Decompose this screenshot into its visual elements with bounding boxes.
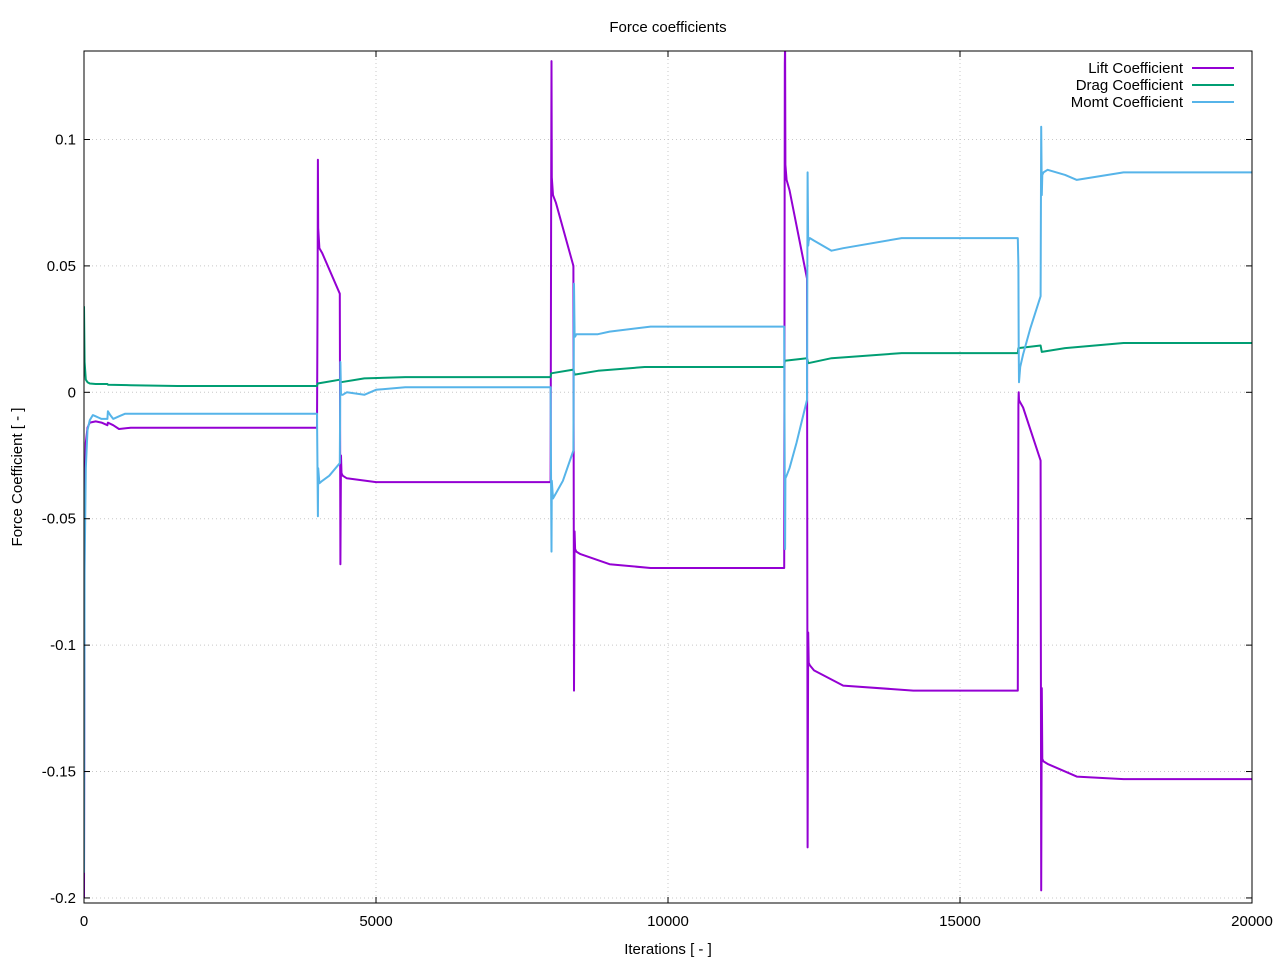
series-line-momt-coefficient xyxy=(84,125,1252,873)
y-tick-label: 0.1 xyxy=(55,131,76,148)
y-tick-label: -0.2 xyxy=(50,890,76,907)
y-tick-label: -0.15 xyxy=(42,764,76,781)
x-tick-label: 5000 xyxy=(359,913,392,930)
series-layer xyxy=(84,51,1252,898)
tick-labels: 0 5000 10000 15000 20000 -0.2 -0.15 -0.1 -0.05 0 0… xyxy=(42,131,1273,930)
legend-label-drag-coefficient: Drag Coefficient xyxy=(1076,77,1184,94)
chart-title: Force coefficients xyxy=(609,19,726,36)
ticks xyxy=(83,51,1253,903)
series-line-lift-coefficient xyxy=(84,51,1252,898)
y-tick-label: 0.05 xyxy=(47,258,76,275)
x-tick-label: 20000 xyxy=(1231,913,1273,930)
y-tick-label: -0.05 xyxy=(42,511,76,528)
legend-label-lift-coefficient: Lift Coefficient xyxy=(1088,60,1184,77)
y-axis-title: Force Coefficient [ - ] xyxy=(9,408,26,547)
x-tick-label: 10000 xyxy=(647,913,689,930)
y-tick-label: -0.1 xyxy=(50,637,76,654)
legend-label-momt-coefficient: Momt Coefficient xyxy=(1071,94,1184,111)
x-tick-label: 15000 xyxy=(939,913,981,930)
y-tick-label: 0 xyxy=(68,384,76,401)
x-tick-label: 0 xyxy=(80,913,88,930)
x-axis-title: Iterations [ - ] xyxy=(624,941,712,958)
